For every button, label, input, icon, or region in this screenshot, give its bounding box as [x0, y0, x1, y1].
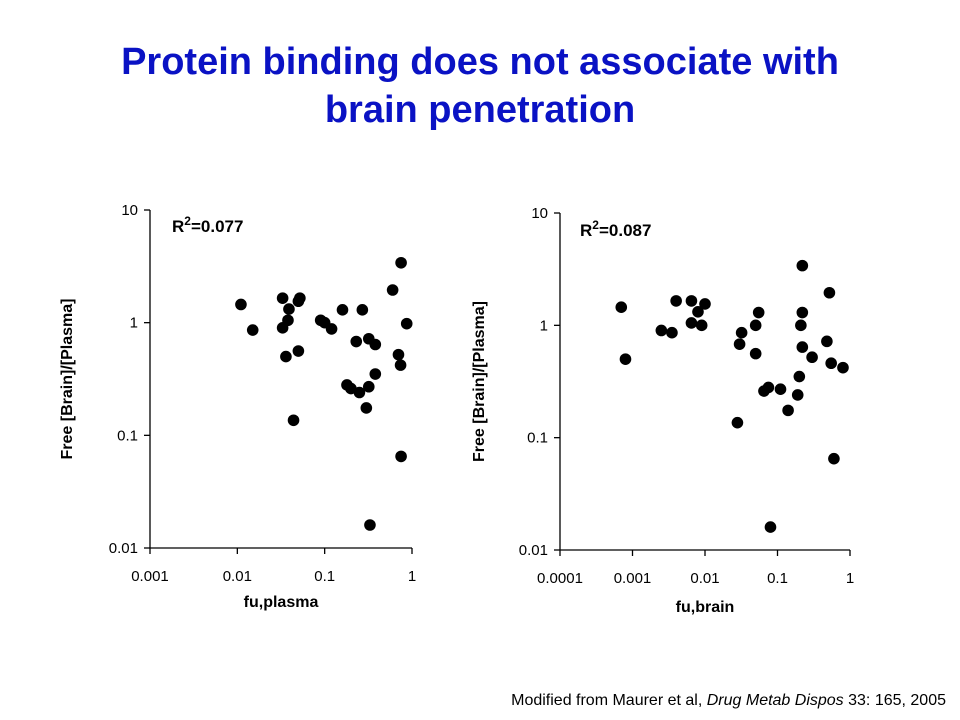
data-point	[400, 317, 413, 330]
data-point	[369, 338, 382, 351]
y-tick-label: 1	[130, 315, 138, 332]
data-point	[395, 450, 407, 463]
y-tick-label: 0.1	[117, 427, 138, 444]
data-point	[292, 345, 305, 357]
x-tick-label: 0.01	[223, 568, 252, 585]
x-tick-label: 0.1	[314, 568, 335, 585]
data-point	[235, 298, 247, 311]
slide-title-line-1: Protein binding does not associate with	[121, 41, 839, 83]
data-point	[282, 314, 294, 327]
data-point	[283, 303, 295, 315]
r-squared-label: R2=0.077	[172, 214, 243, 236]
slide-title-line-2: brain penetration	[324, 89, 636, 131]
slide-title: Protein binding does not associate with …	[0, 38, 960, 134]
data-point	[353, 386, 366, 399]
data-point	[280, 350, 292, 363]
data-point	[394, 359, 407, 371]
citation-journal: Drug Metab Dispos	[706, 692, 844, 709]
data-point	[325, 323, 338, 335]
y-tick-label: 0.01	[109, 540, 138, 557]
data-point	[246, 324, 259, 336]
data-point	[350, 335, 363, 348]
citation-suffix: 33: 165, 2005	[843, 692, 946, 709]
citation-prefix: Modified from Maurer et al,	[511, 692, 707, 709]
y-tick-label: 10	[121, 202, 138, 219]
citation-footnote: Modified from Maurer et al, Drug Metab D…	[511, 692, 946, 710]
x-tick-label: 1	[408, 568, 416, 585]
data-point	[362, 380, 375, 393]
y-axis-title: Free [Brain]/[Plasma]	[59, 299, 76, 460]
data-point	[276, 292, 289, 304]
data-point	[287, 414, 300, 427]
data-point	[336, 304, 349, 316]
data-point	[369, 368, 382, 380]
x-tick-label: 0.001	[131, 568, 169, 585]
data-point	[294, 292, 306, 304]
data-point	[395, 256, 407, 269]
data-point	[356, 304, 369, 316]
data-point	[392, 348, 405, 361]
data-point	[364, 519, 376, 531]
x-axis-title: fu,plasma	[244, 594, 319, 611]
data-point	[386, 284, 399, 296]
data-point	[360, 402, 373, 414]
